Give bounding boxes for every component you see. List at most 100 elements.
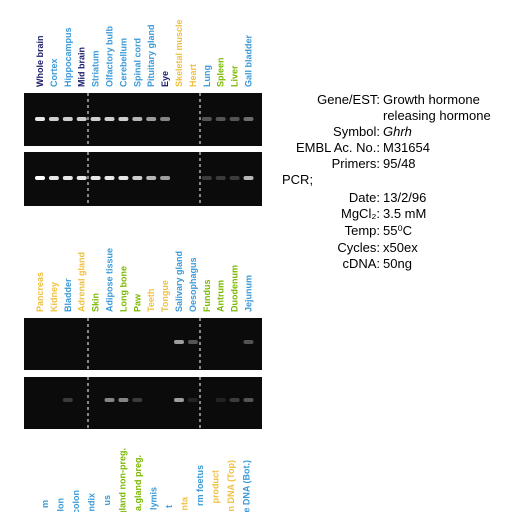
info-block: Gene/EST: Growth hormone releasing hormo… (282, 92, 491, 271)
lane-label: lymis (149, 487, 159, 510)
info-label: Temp: (345, 223, 380, 238)
lane-label: Paw (132, 293, 142, 312)
band (229, 117, 240, 121)
lane-label: Mid brain (77, 47, 87, 87)
lane-label: Spleen (216, 57, 226, 87)
info-value: 95/48 (383, 156, 416, 171)
band (62, 117, 73, 121)
lane-label: Antrum (216, 280, 226, 312)
band (187, 398, 198, 402)
band (229, 398, 240, 402)
band (104, 398, 115, 402)
band (160, 117, 171, 121)
band (229, 176, 240, 180)
band (243, 176, 254, 180)
band (62, 176, 73, 180)
band (62, 398, 73, 402)
band (215, 398, 226, 402)
lane-label: m (40, 500, 50, 508)
lane-label: olon (56, 498, 66, 512)
band (243, 340, 254, 344)
gel (24, 93, 262, 146)
lane-label: Liver (230, 65, 240, 87)
lane-label: Lung (202, 65, 212, 87)
gels (24, 93, 262, 429)
lane-label: Long bone (118, 266, 128, 312)
band (35, 176, 45, 180)
lane-label: Teeth (146, 289, 156, 312)
lane-label: Duodenum (230, 265, 240, 312)
band (132, 176, 143, 180)
lane-label: Salivary gland (174, 251, 184, 312)
gel (24, 318, 262, 370)
band (146, 117, 157, 121)
info-value: x50ex (383, 240, 418, 255)
lane-label: t (164, 505, 174, 508)
lane-label: Gall bladder (244, 34, 254, 87)
info-value: Ghrh (383, 124, 412, 139)
lane-label: Pancreas (35, 272, 45, 312)
info-value: M31654 (383, 140, 430, 155)
band (48, 176, 59, 180)
band (160, 176, 171, 180)
lane-label: nta (180, 496, 190, 510)
info-value: 50ng (383, 256, 412, 271)
band (146, 176, 157, 180)
band (104, 117, 115, 121)
lane-label: colon (71, 490, 81, 512)
lane-label: Kidney (49, 282, 59, 312)
lane-label: Skeletal muscle (174, 19, 184, 87)
gel (24, 377, 262, 429)
band (187, 340, 198, 344)
lane-label: a.gland preg. (133, 455, 143, 511)
lane-label: Hippocampus (63, 27, 73, 87)
band (104, 176, 115, 180)
lane-label: Eye (160, 71, 170, 87)
band (90, 176, 101, 180)
lane-label: Spinal cord (132, 38, 142, 87)
lane-label: Jejunum (244, 275, 254, 312)
info-value: releasing hormone (383, 108, 491, 123)
lane-label: Whole brain (35, 36, 45, 88)
lane-label: Oesophagus (188, 257, 198, 312)
band (118, 398, 129, 402)
band (243, 117, 254, 121)
band (215, 117, 226, 121)
lane-label: Skin (91, 293, 101, 312)
lane-label: Olfactory bulb (105, 25, 115, 87)
info-label: PCR; (282, 172, 313, 187)
info-label: Gene/EST: (317, 92, 380, 107)
lane-label: Fundus (202, 280, 212, 313)
gel (24, 152, 262, 206)
lane-label: Adrenal gland (77, 252, 87, 312)
lane-label: e DNA (Bot.) (242, 460, 252, 512)
info-label: Date: (349, 190, 380, 205)
band (132, 117, 143, 121)
band (76, 117, 87, 121)
band (201, 176, 212, 180)
lane-label: a.gland non-preg. (118, 448, 128, 512)
band (215, 176, 226, 180)
lane-label: Cortex (49, 58, 59, 87)
band (90, 117, 101, 121)
lane-label: us (102, 495, 112, 506)
info-label: Cycles: (337, 240, 380, 255)
band (35, 117, 45, 121)
band (118, 117, 129, 121)
info-label: cDNA: (342, 256, 380, 271)
lane-label: Pituitary gland (146, 24, 156, 87)
band (118, 176, 129, 180)
lane-label: Adipose tissue (105, 248, 115, 312)
info-value: Growth hormone (383, 92, 480, 107)
info-label: MgCl₂: (341, 206, 380, 221)
lane-label: Cerebellum (118, 38, 128, 87)
band (243, 398, 254, 402)
lane-label: rm foetus (195, 465, 205, 506)
info-value: 3.5 mM (383, 206, 426, 221)
lane-label: Tongue (160, 280, 170, 312)
info-label: Symbol: (333, 124, 380, 139)
band (201, 117, 212, 121)
band (76, 176, 87, 180)
lane-label: Striatum (91, 50, 101, 87)
